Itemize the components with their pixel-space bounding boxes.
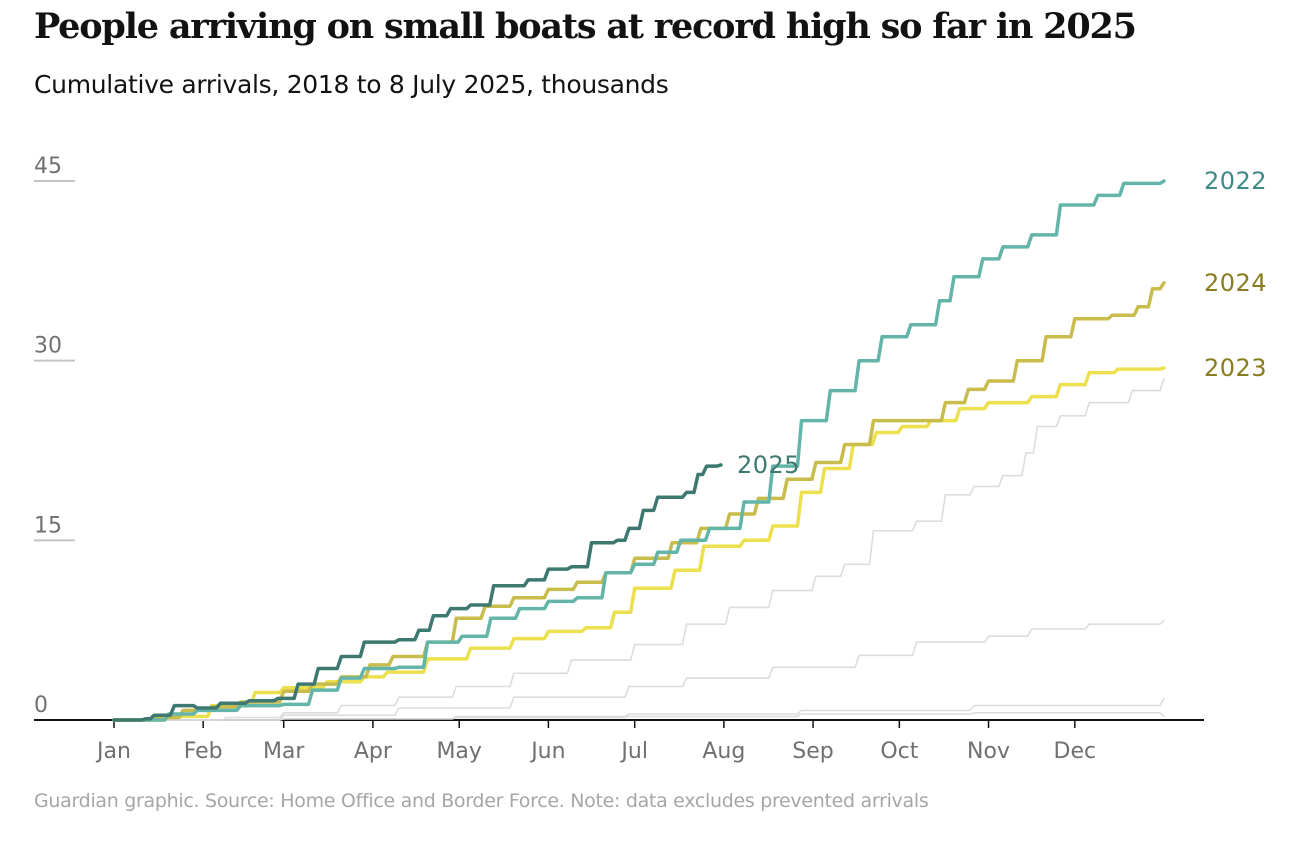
series-line-2025 — [112, 463, 723, 722]
x-tick-label: Oct — [880, 739, 918, 764]
series-label-2023: 2023 — [1204, 354, 1267, 382]
x-tick-label: Jul — [619, 739, 648, 764]
y-axis: 0 15 30 45 — [34, 154, 75, 718]
x-tick-label: Jan — [95, 739, 131, 764]
series-line-other-year — [113, 377, 1165, 721]
series-line-2022 — [112, 179, 1166, 722]
x-tick-label: Jun — [529, 739, 565, 764]
y-tick-label: 30 — [34, 334, 62, 359]
x-tick-label: May — [436, 739, 481, 764]
y-tick-label: 15 — [34, 513, 62, 538]
line-chart: 0 15 30 45 Jan Feb Mar Apr May Jun Jul Aug Sep Oct No… — [34, 154, 1267, 764]
y-tick-label: 0 — [34, 693, 48, 718]
x-axis: Jan Feb Mar Apr May Jun Jul Aug Sep Oct Nov Dec — [34, 719, 1204, 764]
x-tick-label: Apr — [354, 739, 393, 764]
x-tick-label: Dec — [1054, 739, 1097, 764]
series-labels: 2023 2024 2022 2025 — [737, 167, 1267, 479]
series-label-2022: 2022 — [1204, 167, 1267, 195]
series-line-2023 — [112, 366, 1166, 722]
x-tick-label: Mar — [263, 739, 305, 764]
x-tick-label: Nov — [967, 739, 1010, 764]
x-tick-label: Feb — [184, 739, 223, 764]
series-line-other-year — [113, 619, 1165, 721]
chart-subtitle: Cumulative arrivals, 2018 to 8 July 2025… — [34, 70, 669, 99]
series-lines — [112, 179, 1166, 722]
series-label-2024: 2024 — [1204, 269, 1267, 297]
y-tick-label: 45 — [34, 154, 62, 179]
x-tick-label: Sep — [792, 739, 833, 764]
series-line-other-year — [113, 697, 1165, 721]
chart-title: People arriving on small boats at record… — [34, 6, 1137, 47]
series-label-2025: 2025 — [737, 451, 800, 479]
source-note: Guardian graphic. Source: Home Office an… — [34, 790, 929, 812]
x-tick-label: Aug — [702, 739, 745, 764]
series-line-2024 — [112, 281, 1166, 722]
